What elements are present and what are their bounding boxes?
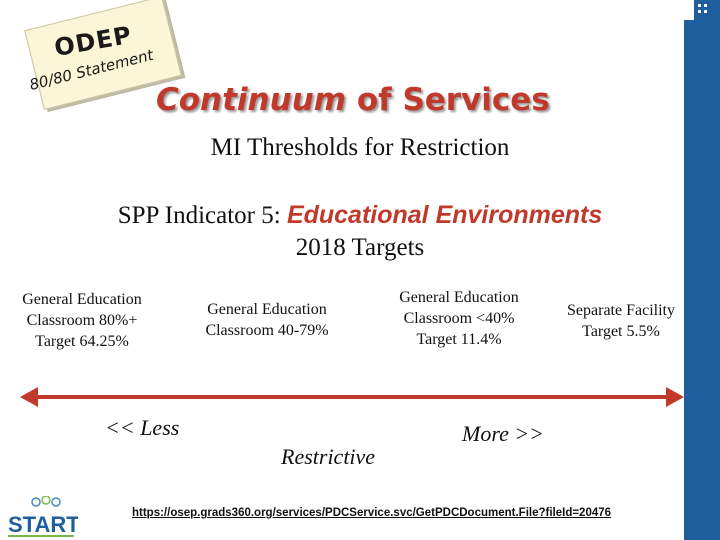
sidebar-dot [704,10,707,13]
column-line: General Education [399,289,519,306]
right-sidebar-bar [684,0,720,540]
column-line: General Education [207,301,327,318]
arrow-left-head [20,387,38,407]
scale-restrictive-label: Restrictive [281,444,376,469]
logo-figure-head [31,497,41,507]
page-subtitle: MI Thresholds for Restriction [210,134,510,161]
column-gen-ed-80-plus: General Education Classroom 80%+ Target … [2,289,162,352]
indicator-name: Educational Environments [286,201,603,229]
column-line: Classroom 40-79% [205,322,329,339]
column-gen-ed-40-79: General Education Classroom 40-79% [187,299,347,341]
title-rest: of Services [346,82,550,118]
sidebar-notch [684,0,694,20]
column-line: Classroom 80%+ [26,312,138,329]
scale-more-label: More >> [462,421,545,446]
column-line: General Education [22,291,142,308]
indicator-prefix: SPP Indicator 5: [117,202,287,229]
arrow-right-head [666,387,684,407]
sidebar-dot [704,4,707,7]
column-line: Target 64.25% [35,333,129,350]
scale-less-label: << Less [105,415,180,440]
logo-underline [8,535,74,537]
page-title: Continuum of Services [156,82,550,118]
start-logo: START [8,496,78,537]
column-line: Target 5.5% [582,323,660,340]
column-line: Classroom <40% [403,310,515,327]
logo-figure-head [51,497,61,507]
double-headed-arrow [20,387,684,407]
source-link[interactable]: https://osep.grads360.org/services/PDCSe… [132,507,612,519]
column-gen-ed-under-40: General Education Classroom <40% Target … [378,287,540,350]
column-separate-facility: Separate Facility Target 5.5% [546,300,696,342]
sidebar-dot [698,10,701,13]
logo-figure-head [41,496,51,505]
indicator-heading: SPP Indicator 5: Educational Environment… [0,201,720,230]
title-emphasis: Continuum [156,82,347,118]
targets-year: 2018 Targets [295,234,425,261]
column-line: Target 11.4% [416,331,502,348]
start-logo-wordmark: START [8,512,78,537]
column-line: Separate Facility [567,302,675,319]
sidebar-dot [698,4,701,7]
